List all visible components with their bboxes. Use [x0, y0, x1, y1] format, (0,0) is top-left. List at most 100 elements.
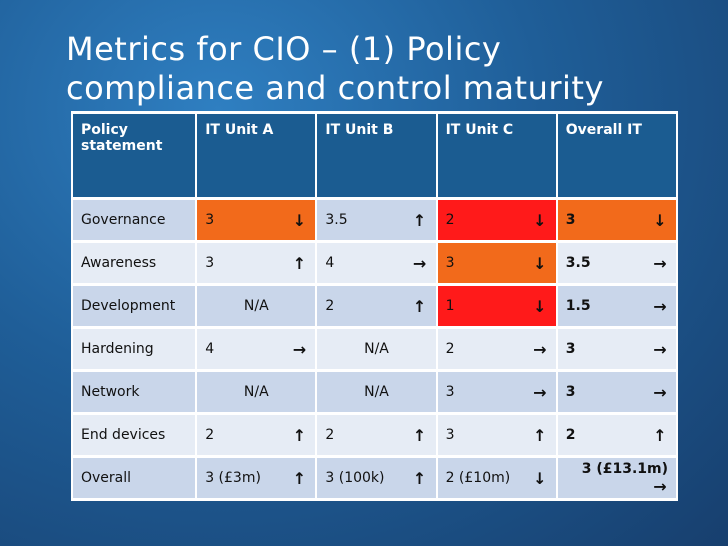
- metric-cell-content: 4 →: [325, 254, 427, 273]
- metric-cell-content: 2 →: [446, 340, 548, 359]
- arrow-right-icon: →: [653, 476, 667, 496]
- metric-value: 4: [325, 255, 335, 271]
- metric-value: 3: [445, 255, 455, 271]
- metric-value: 1: [445, 298, 455, 314]
- metric-value: 3.5: [325, 212, 348, 228]
- metric-cell: 3 →: [557, 372, 676, 412]
- table-body: Governance 3 ↓ 3.5 ↑ 2 ↓ 3 ↓ Awareness 3 ↑ 4 → 3 ↓ 3.5 → D…: [73, 200, 676, 498]
- table-row: End devices 2 ↑ 2 ↑ 3 ↑ 2 ↑: [73, 415, 676, 455]
- metric-cell-content: 4 →: [205, 340, 307, 359]
- metric-cell-content: 2 ↓: [446, 211, 548, 230]
- metric-cell-content: 2 ↑: [325, 426, 427, 445]
- table-header-row: Policy statement IT Unit A IT Unit B IT …: [73, 114, 676, 197]
- header-it-unit-b: IT Unit B: [317, 114, 436, 197]
- metric-value: 3: [205, 255, 215, 271]
- arrow-down-icon: ↓: [533, 210, 547, 230]
- metric-value: 3: [205, 212, 215, 228]
- metric-cell-content: 3 (£13.1m) →: [566, 461, 668, 496]
- metric-cell: 3.5 ↑: [317, 200, 436, 240]
- metric-value: 3: [565, 212, 576, 228]
- metric-value: N/A: [364, 384, 389, 400]
- arrow-up-icon: ↑: [653, 425, 667, 445]
- slide-title: Metrics for CIO – (1) Policy compliance …: [66, 30, 706, 108]
- metric-cell-content: 3 ↑: [446, 426, 548, 445]
- metric-cell: 4 →: [317, 243, 436, 283]
- metric-cell-content: 3 →: [446, 383, 548, 402]
- row-label: Awareness: [73, 243, 196, 283]
- arrow-up-icon: ↑: [292, 253, 307, 273]
- metric-value: N/A: [243, 298, 269, 314]
- metric-cell-content: 3.5 →: [566, 254, 668, 273]
- metric-cell: 3 (100k) ↑: [317, 458, 436, 498]
- metric-cell: 3 →: [437, 372, 556, 412]
- table-row: Hardening 4 → N/A 2 → 3 →: [73, 329, 676, 369]
- metric-cell: 3 (£13.1m) →: [557, 458, 676, 498]
- metric-value: 4: [205, 341, 215, 357]
- metric-value: 2: [565, 427, 576, 443]
- metric-cell-content: 3 ↑: [205, 254, 307, 273]
- metric-cell: 3 (£3m) ↑: [197, 458, 316, 498]
- metric-cell: 3 ↓: [437, 243, 556, 283]
- metric-value: 2: [445, 341, 455, 357]
- metric-cell-content: 3 →: [566, 340, 668, 359]
- metric-cell: N/A: [197, 372, 316, 412]
- metric-value: 2: [325, 298, 335, 314]
- metric-value: 3.5: [565, 255, 591, 271]
- arrow-down-icon: ↓: [653, 210, 667, 230]
- metric-cell: N/A: [317, 329, 436, 369]
- arrow-down-icon: ↓: [533, 253, 547, 273]
- metric-cell: 4 →: [197, 329, 316, 369]
- arrow-right-icon: →: [653, 339, 667, 359]
- arrow-up-icon: ↑: [412, 296, 427, 316]
- metric-cell: 3 →: [557, 329, 676, 369]
- metric-cell: 2 ↑: [317, 286, 436, 326]
- table-row: Overall 3 (£3m) ↑ 3 (100k) ↑ 2 (£10m) ↓ 3 (£13.…: [73, 458, 676, 498]
- metric-cell: 3 ↓: [557, 200, 676, 240]
- metric-value: 3: [565, 384, 576, 400]
- header-it-unit-a: IT Unit A: [197, 114, 316, 197]
- metric-cell: N/A: [197, 286, 316, 326]
- metric-cell: 3.5 →: [557, 243, 676, 283]
- metric-value: 2 (£10m): [445, 470, 511, 486]
- metric-cell-content: 3.5 ↑: [325, 211, 427, 230]
- metrics-table: Policy statement IT Unit A IT Unit B IT …: [71, 111, 678, 501]
- title-line-2: compliance and control maturity: [66, 69, 604, 107]
- arrow-right-icon: →: [653, 382, 667, 402]
- metric-value: N/A: [243, 384, 269, 400]
- metric-cell-content: 3 (£3m) ↑: [205, 469, 307, 488]
- metric-cell-content: 1 ↓: [446, 297, 548, 316]
- metric-cell-content: 2 (£10m) ↓: [446, 469, 548, 488]
- arrow-up-icon: ↑: [412, 425, 427, 445]
- table-row: Development N/A 2 ↑ 1 ↓ 1.5 →: [73, 286, 676, 326]
- header-it-unit-c: IT Unit C: [437, 114, 556, 197]
- metric-cell-content: 2 ↑: [325, 297, 427, 316]
- header-overall-it: Overall IT: [557, 114, 676, 197]
- metric-value: N/A: [364, 341, 389, 357]
- arrow-right-icon: →: [412, 253, 427, 273]
- header-policy-statement: Policy statement: [73, 114, 196, 197]
- metric-cell: 2 ↑: [197, 415, 316, 455]
- metric-value: 3: [445, 427, 455, 443]
- metric-value: 3: [565, 341, 576, 357]
- metric-cell-content: 3 ↓: [566, 211, 668, 230]
- metric-cell-content: 3 ↓: [205, 211, 307, 230]
- arrow-down-icon: ↓: [292, 210, 307, 230]
- arrow-right-icon: →: [292, 339, 307, 359]
- row-label: End devices: [73, 415, 196, 455]
- row-label: Development: [73, 286, 196, 326]
- metric-value: 3: [445, 384, 455, 400]
- metric-cell: 2 ↑: [317, 415, 436, 455]
- metric-cell-content: 3 (100k) ↑: [325, 469, 427, 488]
- arrow-down-icon: ↓: [533, 468, 547, 488]
- metric-cell-content: 3 →: [566, 383, 668, 402]
- metric-cell: 3 ↑: [197, 243, 316, 283]
- table-row: Governance 3 ↓ 3.5 ↑ 2 ↓ 3 ↓: [73, 200, 676, 240]
- metric-value: 3 (£3m): [205, 470, 261, 486]
- table-row: Network N/A N/A 3 → 3 →: [73, 372, 676, 412]
- metric-cell: 1.5 →: [557, 286, 676, 326]
- arrow-right-icon: →: [533, 339, 547, 359]
- arrow-up-icon: ↑: [292, 425, 307, 445]
- row-label: Network: [73, 372, 196, 412]
- metric-value: 3 (£13.1m): [581, 460, 668, 477]
- metric-cell: 1 ↓: [437, 286, 556, 326]
